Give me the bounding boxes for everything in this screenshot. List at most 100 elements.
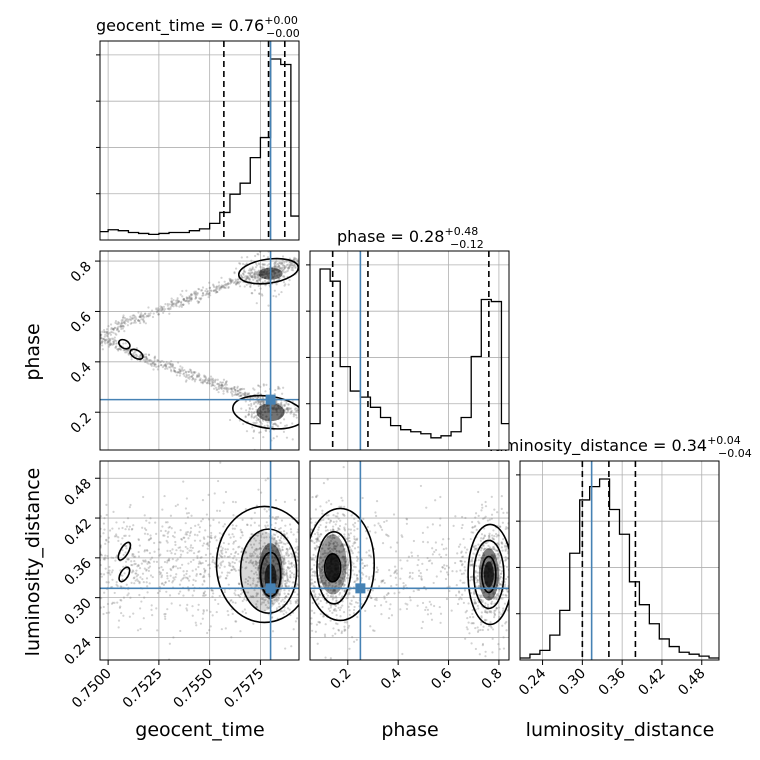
scatter-point xyxy=(492,538,495,541)
scatter-point xyxy=(498,611,501,614)
scatter-point xyxy=(317,540,321,543)
scatter-point xyxy=(245,409,248,412)
scatter-point xyxy=(306,526,308,528)
scatter-point xyxy=(119,325,122,328)
scatter-point xyxy=(241,531,244,534)
scatter-point xyxy=(147,539,150,542)
scatter-point xyxy=(165,360,168,364)
scatter-point xyxy=(263,279,267,283)
scatter-point xyxy=(133,576,136,579)
panel-frame xyxy=(309,250,510,451)
scatter-point xyxy=(209,294,212,297)
scatter-point xyxy=(229,562,232,565)
scatter-point xyxy=(168,312,171,315)
scatter-point xyxy=(128,615,131,618)
scatter-point xyxy=(487,534,491,538)
scatter-point xyxy=(255,595,258,598)
scatter-point xyxy=(290,411,293,414)
scatter-point xyxy=(331,611,334,614)
scatter-point xyxy=(290,563,293,566)
scatter-point xyxy=(125,317,129,321)
scatter-point xyxy=(193,380,197,383)
scatter-point xyxy=(138,319,141,323)
scatter-point xyxy=(128,534,131,537)
scatter-point xyxy=(474,524,477,528)
scatter-point xyxy=(408,596,412,599)
scatter-point xyxy=(332,529,335,532)
scatter-point xyxy=(212,518,215,521)
scatter-point xyxy=(312,584,315,587)
scatter-point xyxy=(211,595,214,598)
scatter-point xyxy=(172,565,175,568)
scatter-point xyxy=(245,283,248,286)
scatter-point xyxy=(292,258,295,262)
scatter-point xyxy=(339,606,343,609)
scatter-point xyxy=(505,565,508,569)
scatter-point xyxy=(499,572,502,575)
scatter-point xyxy=(502,538,505,541)
scatter-point xyxy=(238,285,242,288)
scatter-point xyxy=(151,362,154,365)
scatter-point xyxy=(383,520,386,524)
scatter-point xyxy=(178,305,181,308)
scatter-point xyxy=(155,308,158,311)
scatter-point xyxy=(242,272,245,275)
scatter-point xyxy=(115,533,118,536)
scatter-point xyxy=(249,396,252,399)
scatter-point xyxy=(132,612,135,615)
scatter-point xyxy=(460,550,463,553)
scatter-point xyxy=(442,548,445,551)
scatter-point xyxy=(174,540,177,544)
scatter-point xyxy=(285,263,289,267)
scatter-point xyxy=(337,527,340,531)
scatter-point xyxy=(107,324,110,328)
scatter-point xyxy=(325,521,328,524)
scatter-point xyxy=(132,524,135,527)
scatter-point xyxy=(278,594,281,597)
scatter-point xyxy=(276,387,280,390)
scatter-point xyxy=(343,505,346,508)
scatter-point xyxy=(285,424,288,427)
scatter-point xyxy=(120,327,123,331)
scatter-point xyxy=(502,647,506,650)
scatter-point xyxy=(493,602,496,605)
scatter-point xyxy=(425,506,428,509)
y-tick-label-luminosity_distance: 0.42 xyxy=(61,516,94,549)
scatter-point xyxy=(338,549,341,553)
scatter-point xyxy=(164,363,168,367)
scatter-point xyxy=(455,570,458,573)
scatter-point xyxy=(334,581,338,584)
scatter-point xyxy=(328,581,331,584)
scatter-point xyxy=(201,381,204,384)
scatter-point xyxy=(502,607,505,610)
scatter-point xyxy=(459,579,462,582)
scatter-point xyxy=(445,547,448,550)
scatter-point xyxy=(176,299,179,302)
scatter-point xyxy=(129,315,132,318)
scatter-point xyxy=(206,381,210,384)
scatter-point xyxy=(364,609,367,612)
scatter-point xyxy=(300,569,302,571)
scatter-point xyxy=(325,552,328,555)
scatter-point xyxy=(339,579,342,582)
scatter-point xyxy=(493,548,496,551)
scatter-point xyxy=(489,625,492,628)
scatter-point xyxy=(438,524,442,527)
scatter-point xyxy=(252,274,255,277)
scatter-point xyxy=(109,343,112,347)
scatter-point xyxy=(511,548,513,550)
scatter-point xyxy=(405,517,408,520)
scatter-point xyxy=(144,559,147,562)
scatter-point xyxy=(210,589,214,592)
scatter-point xyxy=(189,546,192,549)
scatter-point xyxy=(238,281,241,284)
contour-line xyxy=(215,505,299,624)
scatter-point xyxy=(137,319,140,322)
scatter-point xyxy=(177,361,180,364)
title-phase-plus: +0.48 xyxy=(444,225,478,238)
scatter-point xyxy=(388,607,391,610)
scatter-point xyxy=(216,290,219,294)
scatter-point xyxy=(459,559,462,563)
scatter-point xyxy=(332,608,336,611)
scatter-point xyxy=(328,542,331,545)
